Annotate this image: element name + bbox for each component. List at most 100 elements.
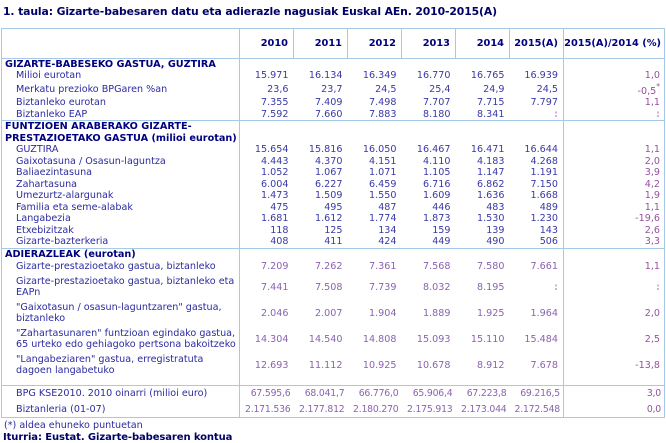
value-cell: 7.739 (369, 281, 397, 293)
page-title: 1. taula: Gizarte-babesaren datu eta adi… (3, 5, 497, 18)
value-cell: 411 (324, 236, 343, 248)
table-row: Gizarte-bazterkeria 408 411 424 449 490 506 3,3 (1, 236, 665, 249)
row-label: Familia eta seme-alabak (1, 201, 240, 214)
section-header-fill (239, 247, 564, 260)
value-cell: : (554, 281, 558, 293)
value-cell: 6.862 (477, 178, 505, 190)
value-cell: 2.175.913 (406, 403, 453, 415)
value-cell: 495 (324, 201, 343, 213)
change-cell: -0,5* (563, 81, 665, 98)
value-cell: 1.612 (315, 213, 343, 225)
col-header-year: 2013 (401, 28, 456, 59)
row-label: Gizarte-prestazioetako gastua, biztanlek… (1, 274, 240, 301)
value-cell: 4.110 (423, 155, 451, 167)
section-header-fill (563, 120, 665, 145)
col-header-year: 2010 (239, 28, 294, 59)
table-row: "Zahartasunaren" funtzioan egindako gast… (1, 326, 665, 353)
value-cell: 134 (378, 224, 397, 236)
table-row: Gizarte-prestazioetako gastua, biztanlek… (1, 259, 665, 275)
value-cell: 67.595,6 (239, 385, 294, 402)
value-cell: 10.925 (362, 359, 397, 371)
value-cell: 446 (432, 201, 451, 213)
row-label: Biztanleko EAP (1, 108, 240, 121)
table-row (1, 378, 665, 386)
value-cell: 69.216,5 (509, 385, 564, 402)
value-cell: 8.195 (477, 281, 505, 293)
value-cell: 1.636 (477, 190, 505, 202)
value-cell: 1.873 (423, 213, 451, 225)
table-row: Langabezia 1.681 1.612 1.774 1.873 1.530 1.230… (1, 213, 665, 225)
table-row: Merkatu prezioko BPGaren %an 23,6 23,7 24,5… (1, 81, 665, 98)
row-label: "Gaixotasun / osasun-laguntzaren" gastua… (1, 300, 240, 327)
value-cell: 24,5 (536, 83, 558, 95)
row-label: Langabezia (1, 213, 240, 225)
value-cell: 23,7 (321, 83, 343, 95)
table-row: "Gaixotasun / osasun-laguntzaren" gastua… (1, 300, 665, 327)
value-cell: 24,9 (483, 83, 505, 95)
value-cell: 4.443 (261, 155, 289, 167)
value-cell: 7.715 (477, 97, 505, 109)
value-cell: 66.776,0 (347, 385, 402, 402)
table-row: Gaixotasuna / Osasun-laguntza 4.443 4.370 4… (1, 155, 665, 168)
value-cell: 2.180.270 (352, 403, 399, 415)
value-cell: 1.509 (315, 190, 343, 202)
value-cell: 8.341 (477, 108, 505, 120)
value-cell: 1.191 (530, 167, 558, 179)
row-label: Gizarte-prestazioetako gastua, biztanlek… (1, 259, 240, 275)
table-row: GIZARTE-BABESEKO GASTUA, GUZTIRA (1, 58, 665, 71)
section-header: FUNTZIOEN ARABERAKO GIZARTE-PRESTAZIOETA… (1, 120, 240, 145)
table-row: Etxebizitzak 118 125 134 159 139 143 2,6 (1, 224, 665, 237)
value-cell: 7.661 (530, 261, 558, 273)
value-cell: 15.093 (416, 333, 451, 345)
value-cell: 16.770 (416, 70, 451, 82)
value-cell: 24,5 (375, 83, 397, 95)
value-cell: 7.498 (369, 97, 397, 109)
value-cell: 15.971 (254, 70, 289, 82)
change-cell: : (563, 274, 665, 301)
value-cell: 6.716 (423, 178, 451, 190)
table-row: GUZTIRA 15.654 15.816 16.050 16.467 16.471 16.… (1, 144, 665, 156)
change-cell: -13,8 (563, 352, 665, 379)
col-header-empty (1, 28, 240, 59)
value-cell: 16.644 (524, 144, 558, 156)
value-cell: 4.370 (315, 155, 343, 167)
col-header-year: 2015(A) (509, 28, 564, 59)
value-cell: 7.361 (369, 261, 397, 273)
table-row: Familia eta seme-alabak 475 495 487 446 483 48… (1, 201, 665, 214)
value-cell: 1.904 (369, 307, 397, 319)
footnote-marker: * (656, 81, 660, 91)
value-cell: 15.484 (524, 333, 558, 345)
value-cell: 1.230 (530, 213, 558, 225)
row-label: "Langabeziaren" gastua, erregistratuta d… (1, 352, 240, 379)
row-label: Umezurtz-alargunak (1, 190, 240, 202)
col-header-change: 2015(A)/2014 (%) (563, 28, 665, 59)
col-header-year: 2011 (293, 28, 348, 59)
source-line: Iturria: Eustat. Gizarte-babesaren kontu… (3, 432, 233, 443)
row-label: Biztanleko eurotan (1, 97, 240, 109)
table-row: FUNTZIOEN ARABERAKO GIZARTE-PRESTAZIOETA… (1, 120, 665, 145)
value-cell: 7.441 (261, 281, 289, 293)
value-cell: 7.262 (315, 261, 343, 273)
value-cell: 2.177.812 (298, 403, 345, 415)
value-cell: 475 (270, 201, 289, 213)
value-cell: 7.660 (315, 108, 343, 120)
value-cell: 159 (432, 224, 451, 236)
change-cell: 1,1 (563, 201, 665, 214)
value-cell: 6.004 (261, 178, 289, 190)
section-header-fill (563, 58, 665, 71)
value-cell: 408 (270, 236, 289, 248)
section-header-fill (239, 120, 564, 145)
value-cell: 483 (486, 201, 505, 213)
value-cell: 7.355 (261, 97, 289, 109)
change-cell: 1,1 (563, 144, 665, 156)
section-header-fill (563, 247, 665, 260)
value-cell: 15.816 (308, 144, 343, 156)
section-header-fill (240, 59, 564, 71)
spacer-cell (1, 378, 240, 386)
row-label: "Zahartasunaren" funtzioan egindako gast… (1, 326, 240, 353)
row-label: Milioi eurotan (1, 70, 240, 82)
value-cell: 1.067 (315, 167, 343, 179)
change-cell: 3,3 (563, 236, 665, 249)
value-cell: 68.041,7 (293, 385, 348, 402)
value-cell: 490 (486, 236, 505, 248)
